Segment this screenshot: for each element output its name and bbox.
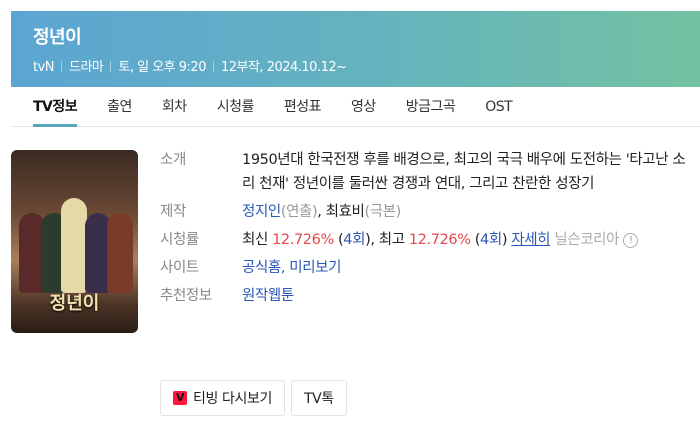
recommend-row: 추천정보 원작웹툰 <box>160 284 690 308</box>
info-icon[interactable]: ! <box>623 233 639 248</box>
divider <box>61 61 63 72</box>
poster-logo: 정년이 <box>49 293 100 314</box>
airtime: 토, 일 오후 9:20 <box>118 60 206 75</box>
production-label: 제작 <box>160 204 186 220</box>
tving-replay-button[interactable]: V 티빙 다시보기 <box>160 380 285 416</box>
divider <box>110 61 112 72</box>
site-row: 사이트 공식홈, 미리보기 <box>160 256 690 280</box>
production-row: 제작 정지인(연출), 최효비(극본) <box>160 200 690 224</box>
divider <box>212 61 214 72</box>
latest-rating: 12.726% <box>272 232 334 248</box>
best-label: 최고 <box>378 232 405 248</box>
preview-link[interactable]: 미리보기 <box>289 260 342 276</box>
tab-ratings[interactable]: 시청률 <box>216 99 255 115</box>
tab-episodes[interactable]: 회차 <box>161 99 187 115</box>
rating-label: 시청률 <box>160 232 199 248</box>
channel: tvN <box>33 60 55 75</box>
tab-schedule[interactable]: 편성표 <box>283 99 322 115</box>
original-webtoon-link[interactable]: 원작웹툰 <box>242 288 294 304</box>
tab-that-song[interactable]: 방금그곡 <box>405 99 456 115</box>
tab-tv-info[interactable]: TV정보 <box>33 87 78 127</box>
program-header: 정년이 tvN 드라마 토, 일 오후 9:20 12부작, 2024.10.12~ <box>11 11 700 87</box>
action-buttons: V 티빙 다시보기 TV톡 <box>160 380 347 416</box>
genre: 드라마 <box>69 60 104 75</box>
intro-row: 소개 1950년대 한국전쟁 후를 배경으로, 최고의 국극 배우에 도전하는 … <box>160 148 690 196</box>
poster-figure <box>19 213 45 293</box>
tab-videos[interactable]: 영상 <box>350 99 376 115</box>
tving-icon: V <box>173 391 187 405</box>
latest-episode-link[interactable]: 4회 <box>343 232 366 248</box>
official-site-link[interactable]: 공식홈 <box>242 260 281 276</box>
director-role: (연출) <box>280 204 318 220</box>
writer-role: (극본) <box>364 204 401 220</box>
rating-source: 닐슨코리아 <box>554 232 620 248</box>
rating-row: 시청률 최신 12.726% (4회), 최고 12.726% (4회) 자세히… <box>160 228 690 252</box>
program-info: 소개 1950년대 한국전쟁 후를 배경으로, 최고의 국극 배우에 도전하는 … <box>160 148 690 312</box>
program-title[interactable]: 정년이 <box>33 27 82 48</box>
latest-label: 최신 <box>242 232 268 248</box>
tab-bar: TV정보 출연 회차 시청률 편성표 영상 방금그곡 OST <box>11 87 700 127</box>
site-label: 사이트 <box>160 260 199 276</box>
director-link[interactable]: 정지인 <box>242 204 281 220</box>
intro-label: 소개 <box>160 152 186 168</box>
best-episode-link[interactable]: 4회 <box>480 232 502 248</box>
tving-label: 티빙 다시보기 <box>193 391 272 407</box>
poster-image[interactable]: 정년이 <box>11 150 138 333</box>
best-rating: 12.726% <box>408 232 471 248</box>
episodes-date: 12부작, 2024.10.12~ <box>220 60 347 75</box>
recommend-label: 추천정보 <box>160 288 212 304</box>
program-meta: tvN 드라마 토, 일 오후 9:20 12부작, 2024.10.12~ <box>33 56 678 75</box>
poster-figure <box>107 213 133 293</box>
tv-talk-button[interactable]: TV톡 <box>290 380 347 416</box>
poster-figure <box>85 213 111 293</box>
tab-cast[interactable]: 출연 <box>107 99 132 115</box>
tab-ost[interactable]: OST <box>485 99 513 115</box>
intro-text: 1950년대 한국전쟁 후를 배경으로, 최고의 국극 배우에 도전하는 '타고… <box>242 152 686 192</box>
rating-details-link[interactable]: 자세히 <box>511 232 551 248</box>
poster-figure <box>61 198 87 293</box>
writer: 최효비 <box>325 204 365 220</box>
